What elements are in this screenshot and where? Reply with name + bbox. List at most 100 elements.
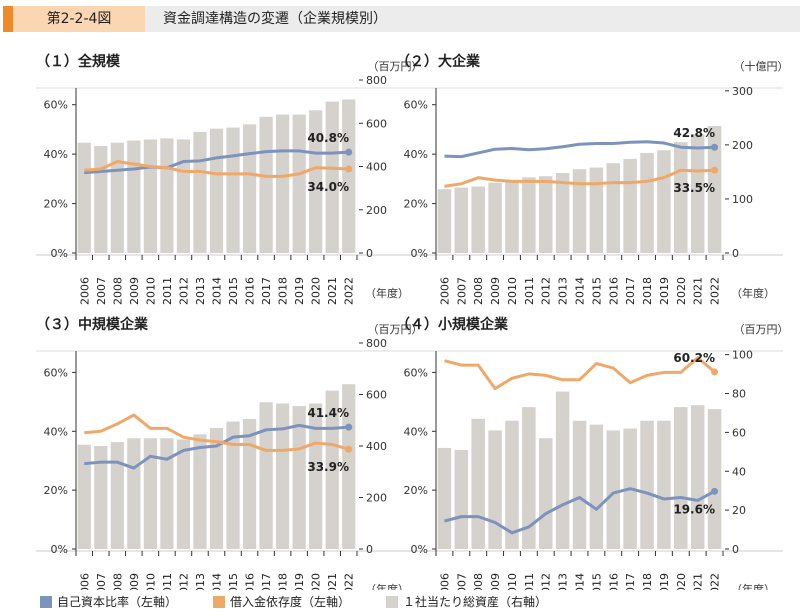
right-tick-label: 200 xyxy=(366,204,387,217)
line-equity-ratio xyxy=(444,487,716,535)
bar-assets xyxy=(342,99,356,254)
bar-assets xyxy=(657,420,671,549)
endpoint-marker xyxy=(345,423,353,431)
x-tick-label: 2013 xyxy=(557,573,570,590)
bar-assets xyxy=(77,444,91,549)
legend-label: １社当たり総資産（右軸） xyxy=(403,595,548,609)
endpoint-marker xyxy=(711,166,719,174)
bar-assets xyxy=(127,140,141,253)
x-tick-label: 2016 xyxy=(607,277,620,305)
x-tick-label: 2006 xyxy=(438,573,451,590)
x-axis-unit: （年度） xyxy=(365,286,409,300)
right-tick-label: 80 xyxy=(732,388,746,401)
bar-assets xyxy=(193,131,207,253)
right-tick-label: 60 xyxy=(732,426,746,439)
legend-swatch xyxy=(40,595,52,608)
bar-assets xyxy=(143,139,157,253)
left-tick-label: 60% xyxy=(404,366,428,379)
x-tick-label: 2012 xyxy=(177,573,190,590)
bar-assets xyxy=(555,172,570,253)
legend-item-assets: １社当たり総資産（右軸） xyxy=(386,593,547,610)
data-label: 40.8% xyxy=(307,131,349,145)
bar-assets xyxy=(623,158,637,253)
endpoint-marker xyxy=(711,368,719,376)
x-tick-label: 2008 xyxy=(111,573,124,590)
line-equity-ratio xyxy=(84,149,349,175)
x-tick-label: 2012 xyxy=(177,277,190,305)
bar-assets xyxy=(505,180,519,253)
x-tick-label: 2020 xyxy=(675,573,688,590)
chart-title: （３）中規模企業 xyxy=(36,316,149,333)
bar-assets xyxy=(572,169,587,253)
right-tick-label: 0 xyxy=(366,543,373,556)
left-tick-label: 40% xyxy=(404,425,428,438)
left-tick-label: 0% xyxy=(51,247,68,260)
right-tick-label: 200 xyxy=(366,492,387,505)
left-tick-label: 0% xyxy=(411,543,428,556)
endpoint-marker xyxy=(711,143,719,151)
x-tick-label: 2020 xyxy=(310,573,323,590)
x-tick-label: 2009 xyxy=(128,573,141,590)
bar-assets xyxy=(640,152,654,253)
endpoint-marker xyxy=(345,445,353,453)
bar-assets xyxy=(176,439,191,549)
x-tick-label: 2014 xyxy=(211,277,224,305)
right-tick-label: 800 xyxy=(366,74,387,87)
x-tick-label: 2013 xyxy=(194,573,207,590)
x-tick-label: 2008 xyxy=(472,573,485,590)
left-tick-label: 60% xyxy=(404,99,428,112)
right-tick-label: 40 xyxy=(732,465,746,478)
bar-assets xyxy=(690,405,705,549)
bar-assets xyxy=(471,418,485,549)
right-axis-unit: （百万円） xyxy=(368,323,423,336)
right-tick-label: 0 xyxy=(366,247,373,260)
legend: 自己資本比率（左軸） 借入金依存度（左軸） １社当たり総資産（右軸） xyxy=(40,593,547,610)
bar-assets xyxy=(127,438,141,549)
bar-assets xyxy=(77,142,91,253)
endpoint-marker xyxy=(345,148,353,156)
x-tick-label: 2015 xyxy=(227,573,240,590)
x-axis-unit: （年度） xyxy=(731,582,775,590)
right-axis-unit: （百万円） xyxy=(734,323,789,336)
bar-assets xyxy=(209,128,224,253)
legend-label: 自己資本比率（左軸） xyxy=(57,595,178,609)
left-tick-label: 0% xyxy=(411,247,428,260)
data-label: 41.4% xyxy=(307,406,349,420)
bar-assets xyxy=(259,116,273,253)
right-tick-label: 20 xyxy=(732,504,746,517)
bar-assets xyxy=(292,406,306,549)
x-tick-label: 2008 xyxy=(472,277,485,305)
bar-assets xyxy=(242,124,257,253)
x-tick-label: 2015 xyxy=(227,277,240,305)
x-tick-label: 2017 xyxy=(624,277,637,305)
x-tick-label: 2012 xyxy=(540,573,553,590)
left-tick-label: 40% xyxy=(404,148,428,161)
bar-assets xyxy=(674,407,688,549)
bar-assets xyxy=(110,442,124,549)
x-tick-label: 2013 xyxy=(194,277,207,305)
bar-assets xyxy=(589,424,604,549)
right-tick-label: 100 xyxy=(732,349,753,362)
bar-assets xyxy=(325,390,339,549)
bar-assets xyxy=(572,420,587,549)
bar-assets xyxy=(707,125,722,253)
data-label: 60.2% xyxy=(673,351,715,365)
bar-assets xyxy=(276,114,290,253)
bar-assets xyxy=(94,446,108,549)
x-tick-label: 2015 xyxy=(590,277,603,305)
x-tick-label: 2020 xyxy=(675,277,688,305)
x-tick-label: 2017 xyxy=(624,573,637,590)
x-tick-label: 2016 xyxy=(244,573,257,590)
bar-assets xyxy=(606,163,621,253)
legend-item-debt: 借入金依存度（左軸） xyxy=(213,593,350,610)
line-debt-dependency xyxy=(84,160,349,178)
line-debt-dependency xyxy=(444,356,716,391)
right-tick-label: 400 xyxy=(366,440,387,453)
figure-number: 第2-2-4図 xyxy=(13,6,145,32)
bar-assets xyxy=(488,182,502,253)
right-tick-label: 600 xyxy=(366,389,387,402)
x-tick-label: 2018 xyxy=(641,277,654,305)
bar-assets xyxy=(437,447,452,549)
x-tick-label: 2007 xyxy=(95,277,108,305)
